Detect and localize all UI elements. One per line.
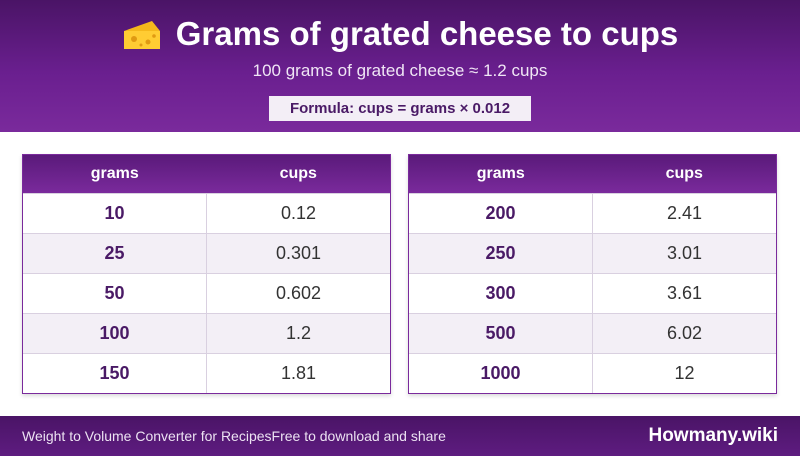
- brand-logo-text[interactable]: Howmany.wiki: [648, 425, 778, 446]
- page-title: Grams of grated cheese to cups: [175, 15, 679, 52]
- table-row: 100 1.2: [23, 313, 390, 353]
- cups-cell: 1.81: [280, 363, 317, 383]
- table-row: 10 0.12: [23, 193, 390, 233]
- cups-cell: 0.602: [275, 283, 322, 303]
- table-header: grams cups: [23, 155, 390, 193]
- header-banner: Grams of grated cheese to cups 100 grams…: [0, 0, 800, 132]
- column-header-grams: grams: [90, 165, 139, 182]
- column-header-cups: cups: [279, 165, 317, 182]
- table-row: 500 6.02: [409, 313, 776, 353]
- table-row: 25 0.301: [23, 233, 390, 273]
- table-header: grams cups: [409, 155, 776, 193]
- table-row: 50 0.602: [23, 273, 390, 313]
- grams-cell: 50: [23, 274, 207, 313]
- cups-cell: 3.01: [666, 243, 703, 263]
- table-row: 300 3.61: [409, 273, 776, 313]
- table-row: 250 3.01: [409, 233, 776, 273]
- grams-cell: 200: [409, 194, 593, 233]
- cups-cell: 6.02: [666, 323, 703, 343]
- grams-cell: 250: [409, 234, 593, 273]
- grams-cell: 150: [23, 354, 207, 393]
- cheese-icon: [123, 21, 160, 49]
- column-header-grams: grams: [476, 165, 525, 182]
- page-title-row: Grams of grated cheese to cups: [0, 14, 800, 54]
- grams-cell: 300: [409, 274, 593, 313]
- conversion-table-right: grams cups 200 2.41 250 3.01 300 3.61 50…: [408, 154, 777, 394]
- grams-cell: 25: [23, 234, 207, 273]
- page-subtitle: 100 grams of grated cheese ≈ 1.2 cups: [252, 61, 548, 80]
- cups-cell: 2.41: [666, 203, 703, 223]
- footer-bar: Weight to Volume Converter for RecipesFr…: [0, 416, 800, 456]
- table-row: 200 2.41: [409, 193, 776, 233]
- cups-cell: 0.12: [280, 203, 317, 223]
- cups-cell: 3.61: [666, 283, 703, 303]
- formula-badge: Formula: cups = grams × 0.012: [269, 96, 531, 121]
- table-row: 150 1.81: [23, 353, 390, 393]
- cups-cell: 1.2: [285, 323, 312, 343]
- grams-cell: 10: [23, 194, 207, 233]
- grams-cell: 1000: [409, 354, 593, 393]
- footer-tagline: Weight to Volume Converter for RecipesFr…: [22, 428, 446, 444]
- table-row: 1000 12: [409, 353, 776, 393]
- conversion-table-left: grams cups 10 0.12 25 0.301 50 0.602 100…: [22, 154, 391, 394]
- grams-cell: 100: [23, 314, 207, 353]
- cups-cell: 12: [674, 363, 695, 383]
- cups-cell: 0.301: [275, 243, 322, 263]
- column-header-cups: cups: [665, 165, 703, 182]
- grams-cell: 500: [409, 314, 593, 353]
